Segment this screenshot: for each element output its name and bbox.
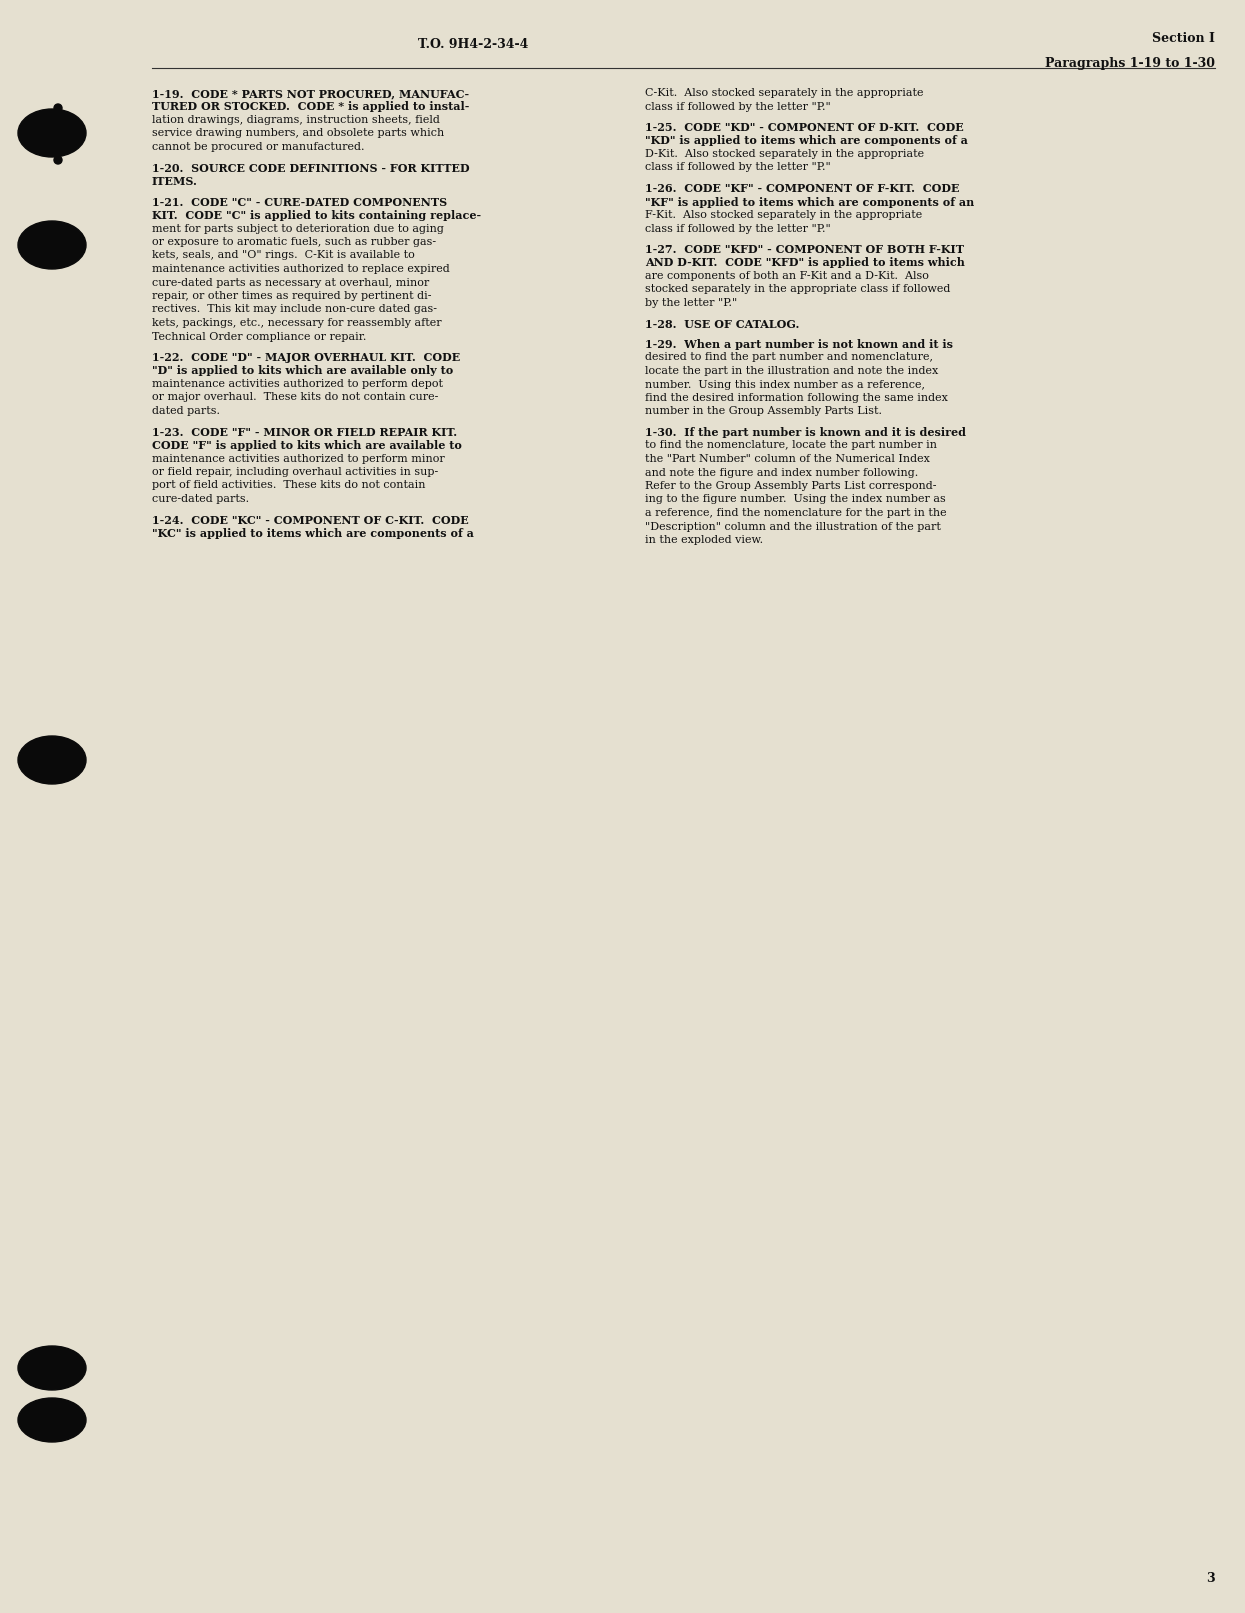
Text: 1-30.  If the part number is known and it is desired: 1-30. If the part number is known and it… bbox=[645, 427, 966, 439]
Text: Paragraphs 1-19 to 1-30: Paragraphs 1-19 to 1-30 bbox=[1045, 56, 1215, 69]
Text: maintenance activities authorized to replace expired: maintenance activities authorized to rep… bbox=[152, 265, 449, 274]
Text: cannot be procured or manufactured.: cannot be procured or manufactured. bbox=[152, 142, 365, 152]
Text: 1-25.  CODE "KD" - COMPONENT OF D-KIT.  CODE: 1-25. CODE "KD" - COMPONENT OF D-KIT. CO… bbox=[645, 123, 964, 132]
Text: the "Part Number" column of the Numerical Index: the "Part Number" column of the Numerica… bbox=[645, 453, 930, 465]
Text: number in the Group Assembly Parts List.: number in the Group Assembly Parts List. bbox=[645, 406, 881, 416]
Text: a reference, find the nomenclature for the part in the: a reference, find the nomenclature for t… bbox=[645, 508, 946, 518]
Text: 1-27.  CODE "KFD" - COMPONENT OF BOTH F-KIT: 1-27. CODE "KFD" - COMPONENT OF BOTH F-K… bbox=[645, 244, 964, 255]
Text: "KD" is applied to items which are components of a: "KD" is applied to items which are compo… bbox=[645, 135, 967, 147]
Text: ment for parts subject to deterioration due to aging: ment for parts subject to deterioration … bbox=[152, 224, 444, 234]
Ellipse shape bbox=[17, 110, 86, 156]
Text: to find the nomenclature, locate the part number in: to find the nomenclature, locate the par… bbox=[645, 440, 937, 450]
Text: desired to find the part number and nomenclature,: desired to find the part number and nome… bbox=[645, 353, 933, 363]
Ellipse shape bbox=[54, 156, 62, 165]
Text: repair, or other times as required by pertinent di-: repair, or other times as required by pe… bbox=[152, 290, 432, 302]
Text: 1-21.  CODE "C" - CURE-DATED COMPONENTS: 1-21. CODE "C" - CURE-DATED COMPONENTS bbox=[152, 197, 447, 208]
Text: 1-23.  CODE "F" - MINOR OR FIELD REPAIR KIT.: 1-23. CODE "F" - MINOR OR FIELD REPAIR K… bbox=[152, 426, 457, 437]
Text: T.O. 9H4-2-34-4: T.O. 9H4-2-34-4 bbox=[418, 39, 528, 52]
Text: AND D-KIT.  CODE "KFD" is applied to items which: AND D-KIT. CODE "KFD" is applied to item… bbox=[645, 258, 965, 268]
Text: Section I: Section I bbox=[1152, 32, 1215, 45]
Text: service drawing numbers, and obsolete parts which: service drawing numbers, and obsolete pa… bbox=[152, 129, 444, 139]
Text: 1-22.  CODE "D" - MAJOR OVERHAUL KIT.  CODE: 1-22. CODE "D" - MAJOR OVERHAUL KIT. COD… bbox=[152, 352, 461, 363]
Ellipse shape bbox=[17, 1398, 86, 1442]
Text: maintenance activities authorized to perform depot: maintenance activities authorized to per… bbox=[152, 379, 443, 389]
Text: class if followed by the letter "P.": class if followed by the letter "P." bbox=[645, 224, 830, 234]
Text: class if followed by the letter "P.": class if followed by the letter "P." bbox=[645, 163, 830, 173]
Text: TURED OR STOCKED.  CODE * is applied to instal-: TURED OR STOCKED. CODE * is applied to i… bbox=[152, 102, 469, 113]
Text: kets, seals, and "O" rings.  C-Kit is available to: kets, seals, and "O" rings. C-Kit is ava… bbox=[152, 250, 415, 261]
Text: ing to the figure number.  Using the index number as: ing to the figure number. Using the inde… bbox=[645, 495, 946, 505]
Text: "KF" is applied to items which are components of an: "KF" is applied to items which are compo… bbox=[645, 197, 975, 208]
Text: KIT.  CODE "C" is applied to kits containing replace-: KIT. CODE "C" is applied to kits contain… bbox=[152, 210, 481, 221]
Text: CODE "F" is applied to kits which are available to: CODE "F" is applied to kits which are av… bbox=[152, 440, 462, 452]
Text: 1-26.  CODE "KF" - COMPONENT OF F-KIT.  CODE: 1-26. CODE "KF" - COMPONENT OF F-KIT. CO… bbox=[645, 182, 960, 194]
Text: 1-28.  USE OF CATALOG.: 1-28. USE OF CATALOG. bbox=[645, 318, 799, 329]
Text: ITEMS.: ITEMS. bbox=[152, 176, 198, 187]
Text: cure-dated parts as necessary at overhaul, minor: cure-dated parts as necessary at overhau… bbox=[152, 277, 430, 287]
Text: port of field activities.  These kits do not contain: port of field activities. These kits do … bbox=[152, 481, 426, 490]
Text: or major overhaul.  These kits do not contain cure-: or major overhaul. These kits do not con… bbox=[152, 392, 438, 403]
Text: 3: 3 bbox=[1206, 1573, 1215, 1586]
Text: locate the part in the illustration and note the index: locate the part in the illustration and … bbox=[645, 366, 939, 376]
Text: D-Kit.  Also stocked separately in the appropriate: D-Kit. Also stocked separately in the ap… bbox=[645, 148, 924, 160]
Text: by the letter "P.": by the letter "P." bbox=[645, 298, 737, 308]
Text: 1-29.  When a part number is not known and it is: 1-29. When a part number is not known an… bbox=[645, 339, 952, 350]
Text: kets, packings, etc., necessary for reassembly after: kets, packings, etc., necessary for reas… bbox=[152, 318, 442, 327]
Text: Refer to the Group Assembly Parts List correspond-: Refer to the Group Assembly Parts List c… bbox=[645, 481, 936, 490]
Ellipse shape bbox=[17, 221, 86, 269]
Text: or field repair, including overhaul activities in sup-: or field repair, including overhaul acti… bbox=[152, 468, 438, 477]
Text: rectives.  This kit may include non-cure dated gas-: rectives. This kit may include non-cure … bbox=[152, 305, 437, 315]
Ellipse shape bbox=[17, 736, 86, 784]
Text: stocked separately in the appropriate class if followed: stocked separately in the appropriate cl… bbox=[645, 284, 950, 295]
Text: lation drawings, diagrams, instruction sheets, field: lation drawings, diagrams, instruction s… bbox=[152, 115, 439, 124]
Text: C-Kit.  Also stocked separately in the appropriate: C-Kit. Also stocked separately in the ap… bbox=[645, 89, 924, 98]
Text: in the exploded view.: in the exploded view. bbox=[645, 536, 763, 545]
Text: or exposure to aromatic fuels, such as rubber gas-: or exposure to aromatic fuels, such as r… bbox=[152, 237, 436, 247]
Text: "D" is applied to kits which are available only to: "D" is applied to kits which are availab… bbox=[152, 366, 453, 376]
Text: class if followed by the letter "P.": class if followed by the letter "P." bbox=[645, 102, 830, 111]
Text: number.  Using this index number as a reference,: number. Using this index number as a ref… bbox=[645, 379, 925, 389]
Text: F-Kit.  Also stocked separately in the appropriate: F-Kit. Also stocked separately in the ap… bbox=[645, 210, 923, 219]
Text: maintenance activities authorized to perform minor: maintenance activities authorized to per… bbox=[152, 453, 444, 463]
Text: find the desired information following the same index: find the desired information following t… bbox=[645, 394, 947, 403]
Text: Technical Order compliance or repair.: Technical Order compliance or repair. bbox=[152, 332, 366, 342]
Text: 1-20.  SOURCE CODE DEFINITIONS - FOR KITTED: 1-20. SOURCE CODE DEFINITIONS - FOR KITT… bbox=[152, 163, 469, 174]
Ellipse shape bbox=[17, 1345, 86, 1390]
Text: are components of both an F-Kit and a D-Kit.  Also: are components of both an F-Kit and a D-… bbox=[645, 271, 929, 281]
Text: and note the figure and index number following.: and note the figure and index number fol… bbox=[645, 468, 919, 477]
Ellipse shape bbox=[54, 103, 62, 111]
Text: "Description" column and the illustration of the part: "Description" column and the illustratio… bbox=[645, 521, 941, 532]
Text: "KC" is applied to items which are components of a: "KC" is applied to items which are compo… bbox=[152, 527, 474, 539]
Text: cure-dated parts.: cure-dated parts. bbox=[152, 494, 249, 503]
Text: 1-19.  CODE * PARTS NOT PROCURED, MANUFAC-: 1-19. CODE * PARTS NOT PROCURED, MANUFAC… bbox=[152, 89, 469, 98]
Text: dated parts.: dated parts. bbox=[152, 406, 220, 416]
Text: 1-24.  CODE "KC" - COMPONENT OF C-KIT.  CODE: 1-24. CODE "KC" - COMPONENT OF C-KIT. CO… bbox=[152, 515, 469, 526]
